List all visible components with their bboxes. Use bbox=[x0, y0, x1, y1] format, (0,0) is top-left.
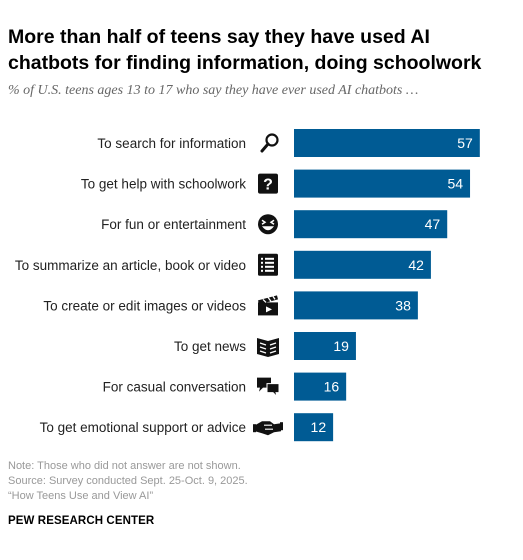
category-label: To summarize an article, book or video bbox=[15, 258, 246, 273]
category-label: To get emotional support or advice bbox=[40, 420, 246, 435]
laughing-face-icon bbox=[257, 213, 279, 235]
value-label: 12 bbox=[311, 419, 327, 435]
category-label: To search for information bbox=[97, 136, 246, 151]
chart-title: More than half of teens say they have us… bbox=[8, 26, 482, 74]
chart-subtitle: % of U.S. teens ages 13 to 17 who say th… bbox=[8, 83, 419, 98]
value-label: 38 bbox=[395, 297, 411, 313]
value-label: 16 bbox=[324, 379, 340, 395]
bar bbox=[294, 129, 480, 157]
bar bbox=[294, 169, 471, 198]
report-title: “How Teens Use and View AI” bbox=[8, 490, 154, 502]
list-icon bbox=[258, 253, 278, 276]
question-mark-icon bbox=[258, 173, 278, 194]
category-label: To get news bbox=[174, 339, 246, 354]
chart-note: Note: Those who did not answer are not s… bbox=[8, 460, 241, 472]
bar bbox=[294, 291, 418, 320]
chart-source: Source: Survey conducted Sept. 25-Oct. 9… bbox=[8, 475, 248, 487]
bar bbox=[294, 250, 431, 279]
bar bbox=[294, 210, 448, 239]
value-label: 57 bbox=[457, 135, 473, 151]
value-label: 47 bbox=[425, 216, 441, 232]
bar bbox=[294, 332, 356, 360]
value-label: 42 bbox=[408, 257, 424, 273]
category-label: To get help with schoolwork bbox=[81, 177, 246, 192]
bar-chart: ? bbox=[15, 129, 480, 442]
category-label: To create or edit images or videos bbox=[43, 298, 246, 313]
newspaper-icon bbox=[256, 337, 280, 358]
category-label: For fun or entertainment bbox=[101, 217, 246, 232]
brand-logo-text: PEW RESEARCH CENTER bbox=[8, 515, 155, 527]
value-label: 54 bbox=[447, 176, 463, 192]
bar bbox=[294, 413, 334, 442]
magnifier-icon bbox=[260, 133, 279, 153]
bar bbox=[294, 372, 347, 401]
clapperboard-icon bbox=[257, 294, 279, 317]
category-label: For casual conversation bbox=[103, 380, 246, 395]
speech-bubbles-icon bbox=[256, 377, 280, 398]
handshake-icon bbox=[252, 420, 284, 436]
value-label: 19 bbox=[333, 338, 349, 354]
